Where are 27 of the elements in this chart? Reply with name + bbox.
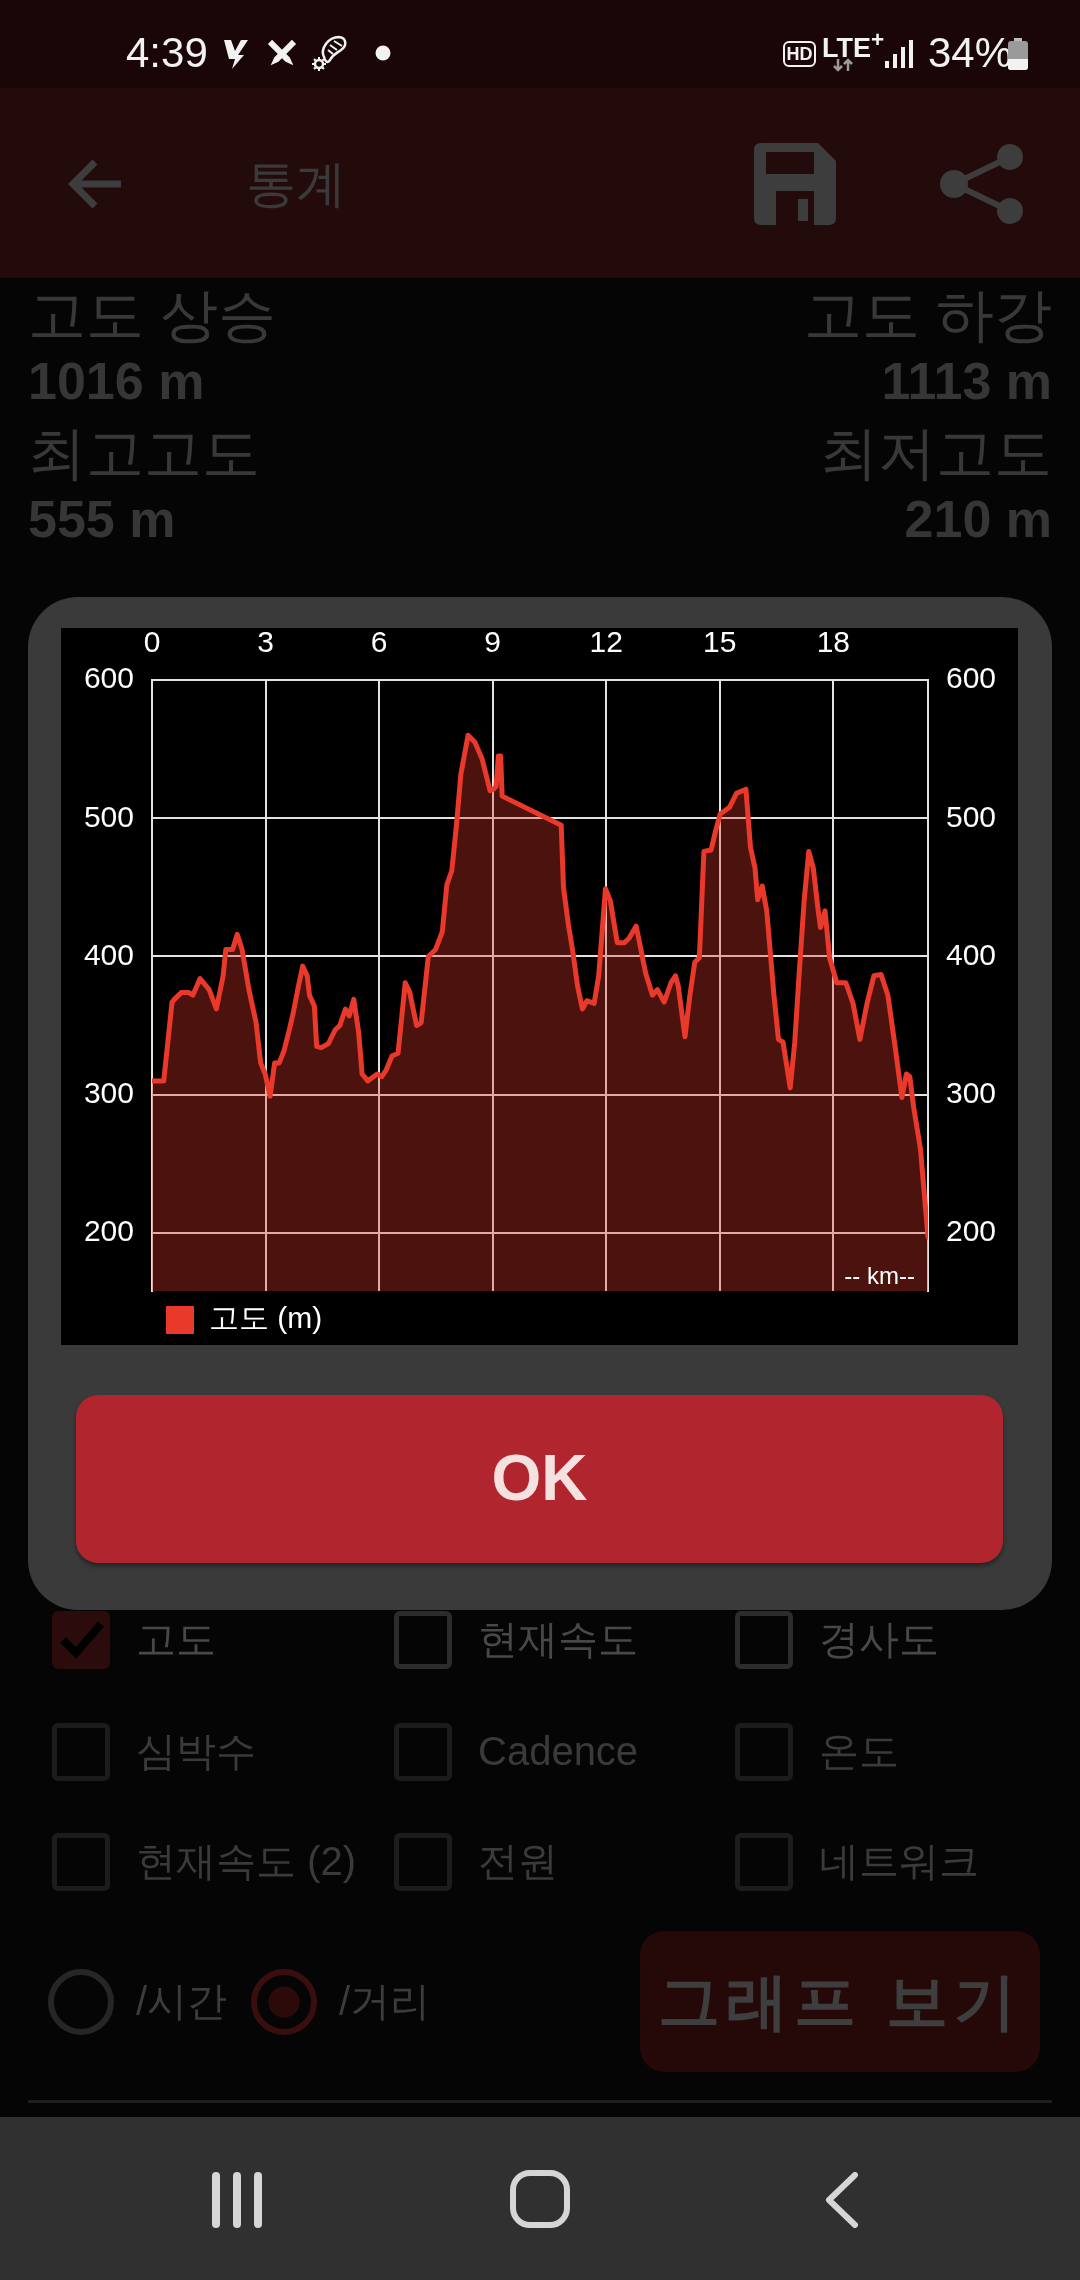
x-tick-label: 3 [257,625,274,659]
text: LTE$^{+}$ [822,27,885,65]
x-tick-label: 15 [703,625,737,659]
text: HD [783,41,816,67]
y-tick-label: 200 [83,1214,134,1248]
x-tick-label: 12 [589,625,623,659]
y2-tick-label: 600 [946,661,997,695]
y-tick-label: 300 [83,1075,134,1109]
legend-label: 고도 (m) [209,1301,323,1335]
y-tick-label: 500 [83,799,134,833]
x-tick-label: 9 [484,625,502,659]
x-tick-label: 0 [143,625,161,659]
x-tick-label: 18 [816,625,851,659]
y-tick-label: 400 [83,937,134,971]
y2-tick-label: 500 [946,799,997,833]
button: OK [76,1395,1003,1563]
y-tick-label: 600 [83,661,134,695]
text: 고도 [136,1616,216,1662]
text: 4:39 [126,29,208,78]
y2-tick-label: 400 [946,937,997,971]
text: 현재속도 [478,1616,638,1662]
y2-tick-label: 200 [946,1214,997,1248]
y2-tick-label: 300 [946,1075,997,1109]
text: 경사도 [819,1616,939,1662]
x-axis-title: -- km-- [844,1262,915,1289]
text: 34% [928,29,1013,78]
x-tick-label: 6 [370,625,388,659]
